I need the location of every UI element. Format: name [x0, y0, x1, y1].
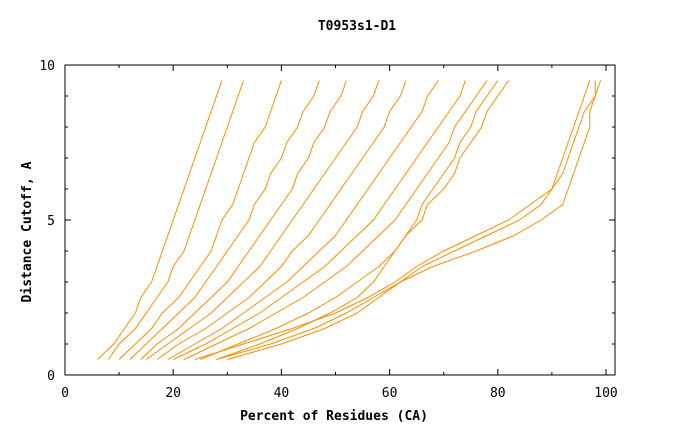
x-tick-label: 20 [165, 386, 181, 401]
x-tick-label: 0 [61, 386, 69, 401]
plot-frame [64, 64, 616, 376]
y-tick-label: 0 [47, 369, 55, 384]
x-tick-label: 60 [382, 386, 398, 401]
series-line-14 [216, 80, 596, 360]
x-tick-label: 100 [594, 386, 617, 401]
series-line-5 [140, 80, 347, 360]
series-line-6 [145, 80, 380, 360]
x-tick-label: 40 [274, 386, 290, 401]
chart-title: T0953s1-D1 [318, 19, 396, 34]
series-line-9 [172, 80, 466, 360]
y-axis-label: Distance Cutoff, A [20, 161, 35, 302]
y-tick-label: 5 [47, 214, 55, 229]
series-line-13 [227, 80, 591, 360]
series-line-12 [216, 80, 510, 360]
series-line-10 [183, 80, 488, 360]
series-line-7 [156, 80, 407, 360]
series-line-2 [107, 80, 245, 360]
plot-area [97, 80, 602, 360]
x-axis-label: Percent of Residues (CA) [240, 409, 428, 424]
series-line-4 [129, 80, 320, 360]
axis-ticks: 0 20 40 60 80 100 0 5 10 [39, 59, 617, 401]
y-tick-label: 10 [39, 59, 55, 74]
series-line-8 [167, 80, 439, 360]
x-tick-label: 80 [490, 386, 506, 401]
series-line-15 [194, 80, 602, 360]
series-line-1 [97, 80, 223, 360]
series-line-3 [118, 80, 282, 360]
series-line-11 [200, 80, 499, 360]
